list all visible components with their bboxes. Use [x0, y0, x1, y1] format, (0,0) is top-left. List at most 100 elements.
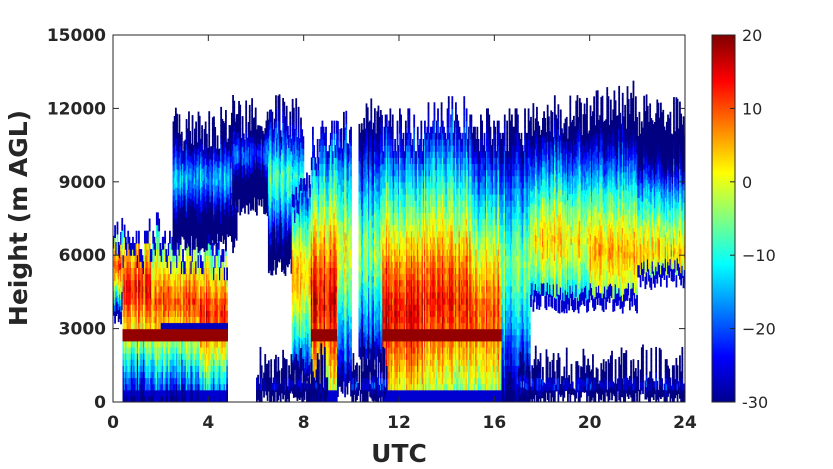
heatmap-cell: [205, 231, 208, 239]
heatmap-cell: [182, 334, 184, 342]
heatmap-cell: [182, 224, 184, 232]
heatmap-cell: [124, 255, 127, 262]
heatmap-cell: [174, 236, 177, 243]
heatmap-cell: [180, 273, 183, 281]
heatmap-cell: [124, 279, 127, 287]
heatmap-cell: [297, 119, 300, 126]
heatmap-cell: [285, 136, 288, 144]
heatmap-cell: [188, 395, 190, 402]
heatmap-cell: [139, 340, 142, 348]
heatmap-cell: [194, 195, 196, 203]
heatmap-cell: [173, 371, 176, 379]
heatmap-cell: [292, 181, 295, 188]
heatmap-cell: [213, 183, 215, 191]
heatmap-cell: [139, 389, 142, 397]
heatmap-cell: [271, 207, 274, 215]
heatmap-cell: [158, 267, 161, 275]
heatmap-cell: [226, 328, 228, 336]
heatmap-cell: [284, 226, 287, 234]
heatmap-cell: [211, 298, 214, 305]
heatmap-cell: [207, 196, 209, 204]
heatmap-cell: [180, 285, 183, 293]
heatmap-cell: [127, 383, 130, 391]
heatmap-cell: [289, 111, 292, 119]
heatmap-cell: [161, 304, 164, 311]
heatmap-cell: [176, 316, 178, 324]
heatmap-cell: [188, 279, 190, 287]
heatmap-cell: [258, 156, 261, 163]
heatmap-cell: [220, 174, 223, 181]
heatmap-cell: [130, 249, 133, 256]
heatmap-cell: [185, 241, 188, 249]
heatmap-cell: [264, 195, 267, 203]
heatmap-cell: [290, 193, 293, 201]
heatmap-cell: [178, 199, 181, 207]
heatmap-cell: [141, 261, 144, 269]
heatmap-cell: [196, 261, 199, 269]
heatmap-cell: [155, 346, 158, 354]
heatmap-cell: [277, 205, 280, 213]
heatmap-cell: [221, 328, 224, 336]
heatmap-cell: [178, 236, 181, 244]
heatmap-cell: [151, 298, 153, 305]
heatmap-cell: [177, 346, 180, 354]
heatmap-cell: [210, 225, 213, 233]
heatmap-cell: [216, 153, 219, 161]
heatmap-cell: [177, 163, 180, 171]
heatmap-cell: [201, 186, 203, 194]
heatmap-cell: [155, 316, 158, 324]
heatmap-cell: [225, 152, 227, 160]
heatmap-cell: [197, 185, 200, 192]
heatmap-cell: [191, 225, 194, 232]
heatmap-cell: [121, 272, 124, 280]
heatmap-cell: [183, 359, 186, 366]
heatmap-cell: [210, 359, 213, 366]
heatmap-cell: [235, 120, 238, 128]
heatmap-cell: [279, 197, 282, 205]
heatmap-cell: [272, 233, 275, 240]
heatmap-cell: [158, 377, 161, 385]
heatmap-cell: [277, 175, 280, 182]
heatmap-cell: [214, 316, 217, 324]
heatmap-cell: [294, 196, 296, 203]
heatmap-cell: [230, 125, 233, 132]
heatmap-cell: [251, 128, 254, 136]
heatmap-cell: [276, 236, 279, 244]
heatmap-cell: [266, 185, 269, 192]
heatmap-cell: [122, 346, 125, 354]
heatmap-cell: [256, 135, 258, 143]
heatmap-cell: [297, 167, 300, 175]
heatmap-cell: [267, 254, 270, 261]
heatmap-cell: [169, 249, 171, 256]
heatmap-cell: [283, 132, 286, 140]
heatmap-cell: [149, 249, 152, 256]
heatmap-cell: [196, 310, 199, 317]
heatmap-cell: [171, 298, 174, 305]
heatmap-cell: [202, 204, 205, 212]
heatmap-cell: [184, 267, 187, 275]
heatmap-cell: [254, 113, 257, 121]
heatmap-cell: [263, 201, 265, 208]
heatmap-cell: [186, 291, 189, 299]
heatmap-cell: [276, 169, 279, 176]
heatmap-cell: [253, 141, 256, 149]
heatmap-cell: [136, 340, 139, 348]
heatmap-cell: [250, 167, 252, 175]
heatmap-cell: [123, 377, 126, 385]
heatmap-cell: [211, 117, 214, 125]
heatmap-cell: [188, 221, 190, 229]
heatmap-cell: [203, 239, 206, 246]
heatmap-cell: [222, 389, 225, 397]
heatmap-cell: [160, 371, 163, 379]
heatmap-cell: [163, 328, 165, 336]
heatmap-cell: [136, 328, 139, 336]
heatmap-cell: [279, 209, 282, 217]
heatmap-cell: [236, 150, 239, 158]
heatmap-cell: [126, 371, 128, 379]
heatmap-cell: [242, 194, 245, 202]
heatmap-cell: [233, 204, 236, 212]
heatmap-cell: [163, 316, 165, 324]
heatmap-cell: [158, 371, 161, 379]
heatmap-cell: [259, 144, 262, 151]
heatmap-cell: [215, 389, 218, 397]
